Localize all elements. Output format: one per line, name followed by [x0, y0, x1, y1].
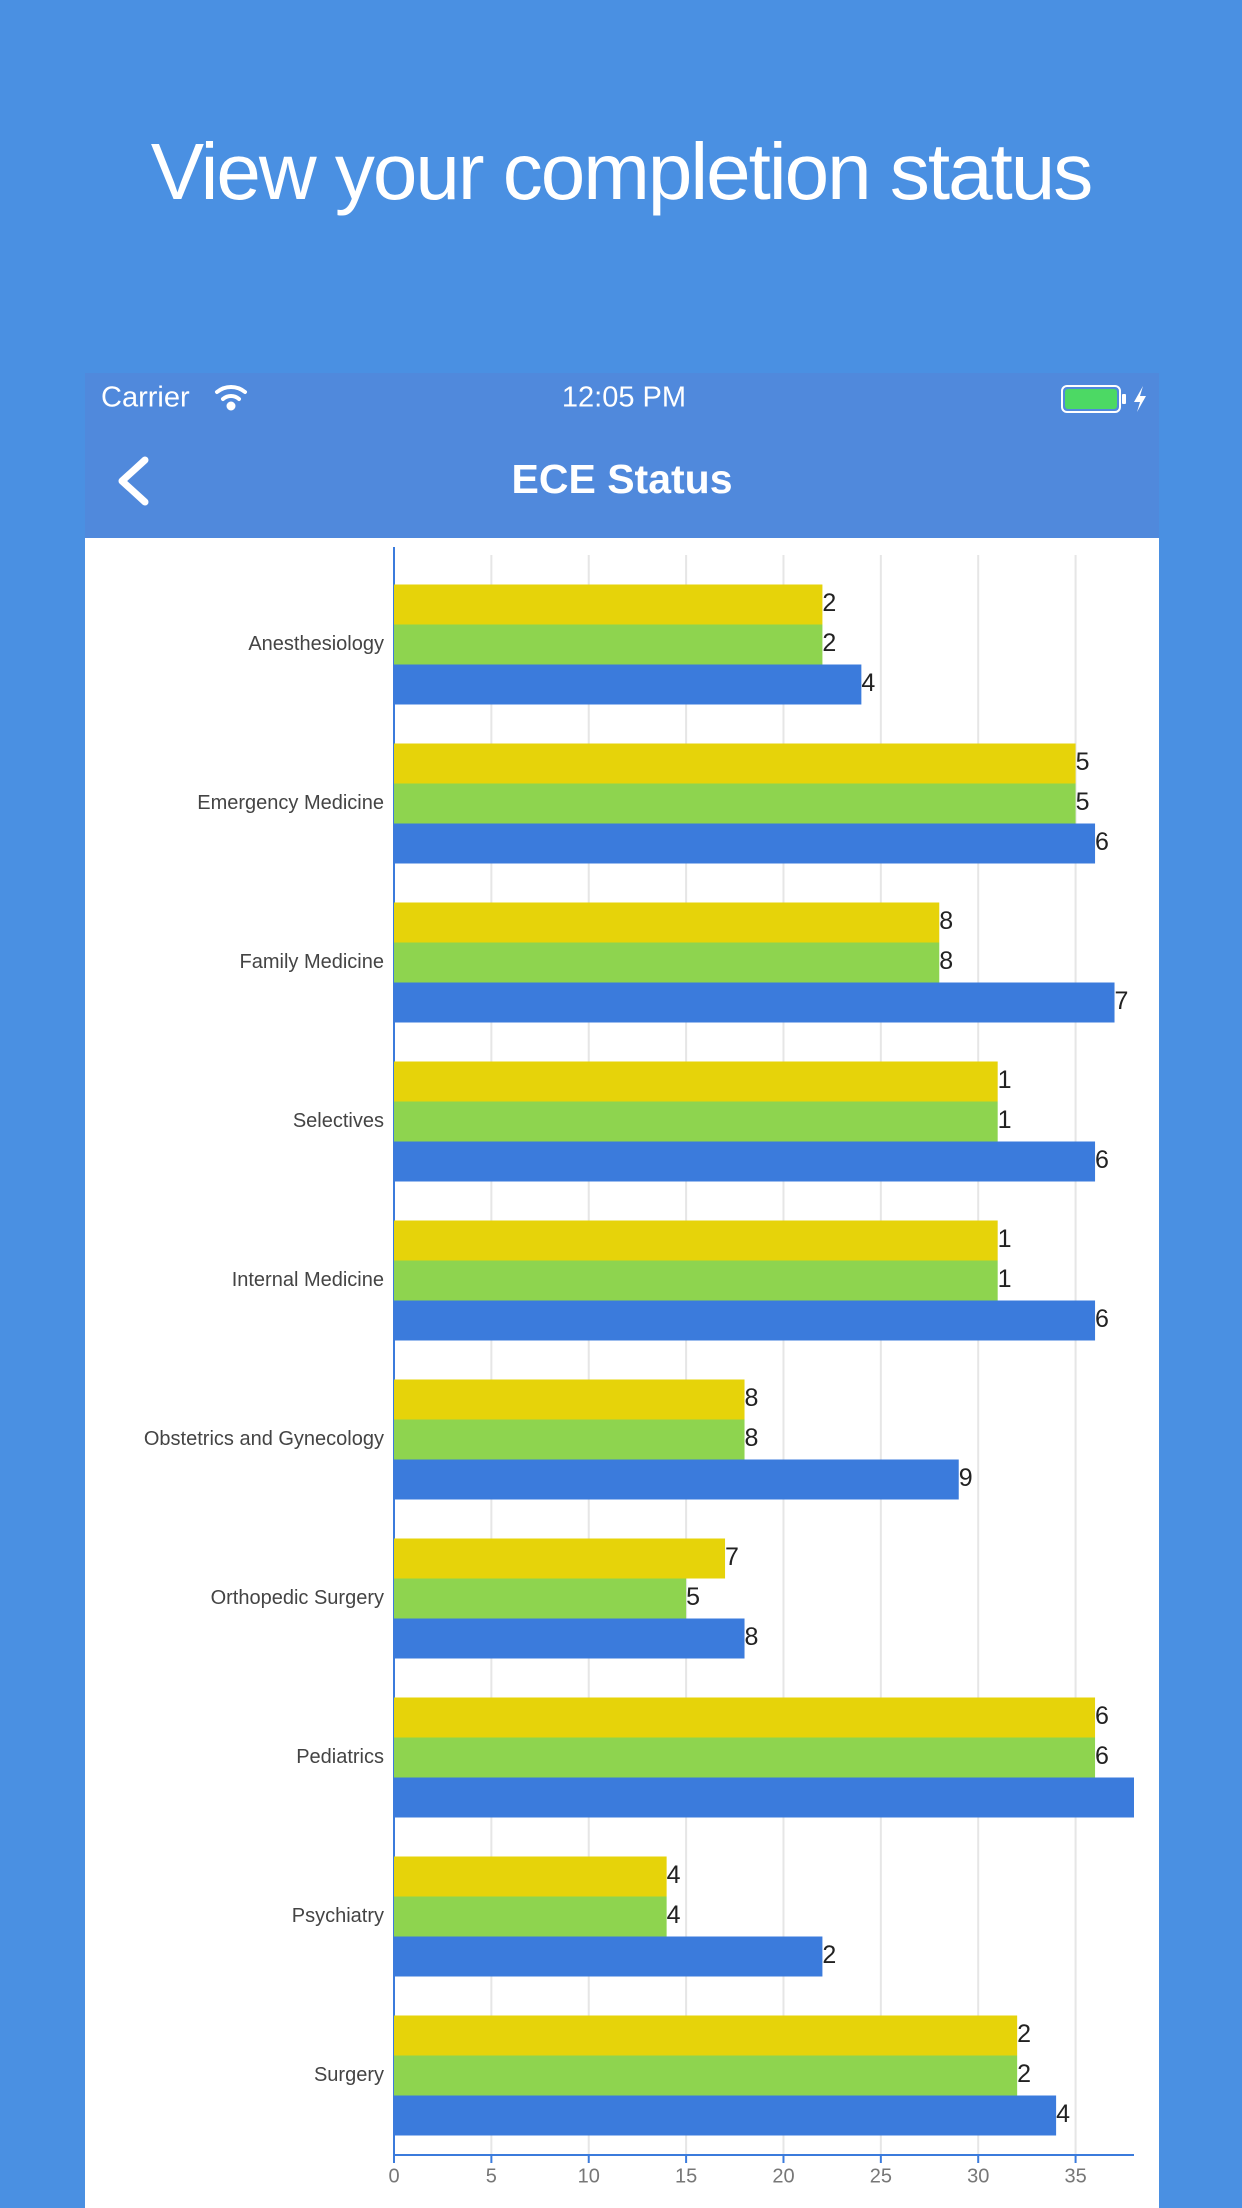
- bar: [394, 902, 940, 943]
- x-tick-label: 25: [870, 2165, 892, 2187]
- x-tick-label: 0: [388, 2165, 399, 2187]
- bar: [394, 2015, 1018, 2056]
- bar: [394, 823, 1096, 864]
- bar: [394, 2055, 1018, 2096]
- bar: [394, 1777, 1134, 1818]
- category-label: Pediatrics: [296, 1746, 384, 1768]
- clock: 12:05 PM: [562, 382, 686, 414]
- nav-title: ECE Status: [512, 456, 733, 502]
- category-label: Orthopedic Surgery: [211, 1587, 384, 1609]
- bar: [394, 1379, 745, 1420]
- bar: [394, 624, 823, 665]
- bar: [394, 1419, 745, 1460]
- bar: [394, 1578, 687, 1619]
- bar: [394, 664, 862, 705]
- bar: [394, 1538, 726, 1579]
- category-label: Emergency Medicine: [197, 792, 384, 814]
- category-label: Surgery: [314, 2064, 384, 2086]
- category-label: Internal Medicine: [232, 1269, 384, 1291]
- bar: [394, 1101, 998, 1142]
- x-tick-label: 35: [1064, 2165, 1086, 2187]
- bar: [394, 1896, 667, 1937]
- bar: [394, 1260, 998, 1301]
- headline: View your completion status: [151, 127, 1092, 216]
- bar: [394, 743, 1076, 784]
- battery-icon: [1061, 385, 1146, 413]
- bar: [394, 1697, 1096, 1738]
- x-tick-label: 15: [675, 2165, 697, 2187]
- bar: [394, 1061, 998, 1102]
- x-tick-label: 5: [486, 2165, 497, 2187]
- bar: [394, 1936, 823, 1977]
- wifi-icon: [215, 384, 247, 411]
- carrier: Carrier: [101, 382, 190, 414]
- bar: [394, 1141, 1096, 1182]
- category-label: Obstetrics and Gynecology: [144, 1428, 384, 1450]
- category-label: Psychiatry: [292, 1905, 384, 1927]
- category-label: Selectives: [293, 1110, 384, 1132]
- bar: [394, 1618, 745, 1659]
- bar: [394, 783, 1076, 824]
- x-tick-label: 30: [967, 2165, 989, 2187]
- bar: [394, 1220, 998, 1261]
- back-button[interactable]: [118, 456, 149, 506]
- category-label: Anesthesiology: [248, 633, 384, 655]
- x-tick-label: 10: [578, 2165, 600, 2187]
- x-tick-label: 20: [772, 2165, 794, 2187]
- bar: [394, 1300, 1096, 1341]
- nav-bar: [85, 373, 1159, 538]
- bar: [394, 2095, 1057, 2136]
- bar: [394, 584, 823, 625]
- category-label: Family Medicine: [240, 951, 384, 973]
- bar: [394, 942, 940, 983]
- bar: [394, 982, 1115, 1023]
- bar: [394, 1737, 1096, 1778]
- bar: [394, 1856, 667, 1897]
- bar: [394, 1459, 959, 1500]
- chart: 0510152025303522222435353628283731313631…: [144, 547, 1134, 2187]
